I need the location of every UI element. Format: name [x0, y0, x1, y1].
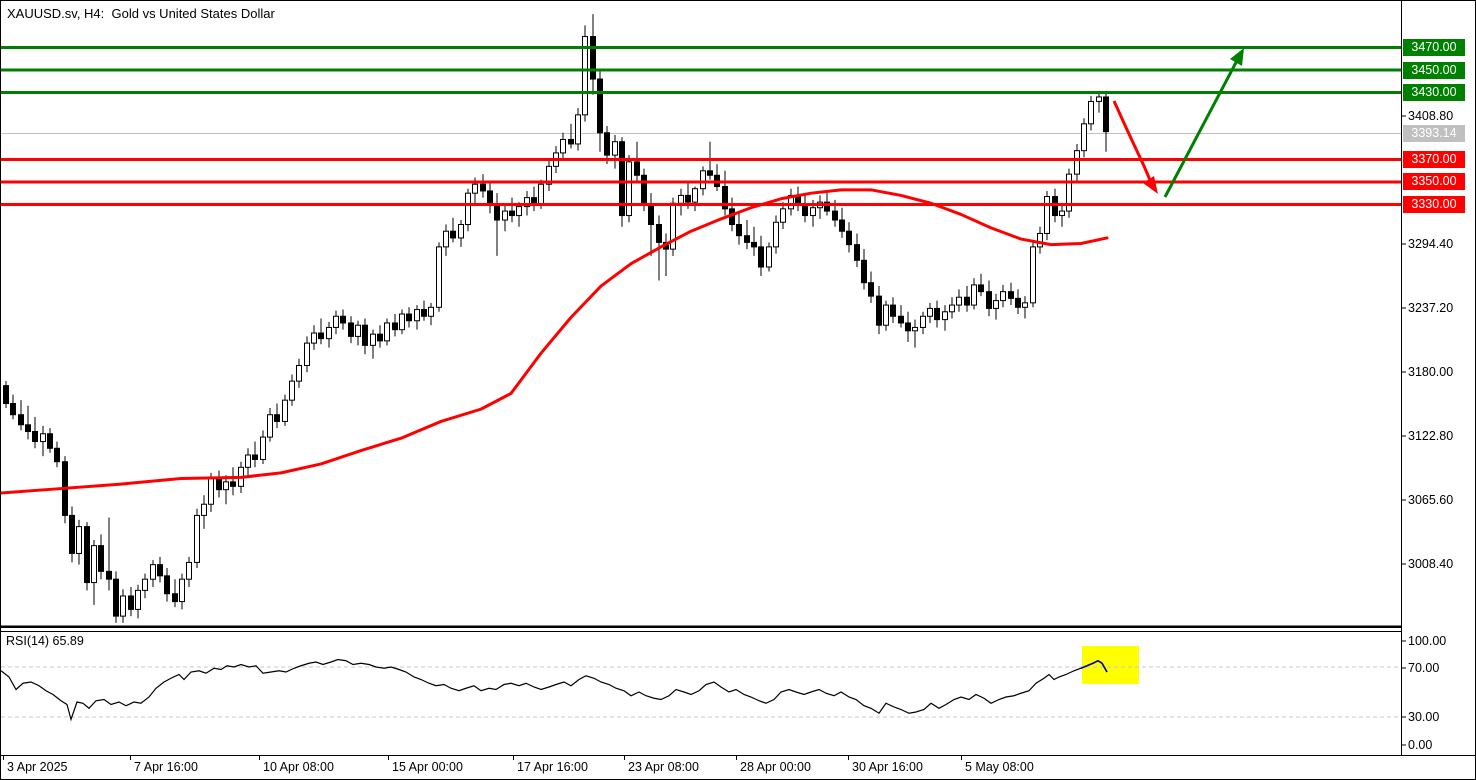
time-axis-label: 7 Apr 16:00 — [134, 760, 198, 774]
rsi-scale-label: 70.00 — [1408, 660, 1440, 675]
resistance-price-badge: 3430.00 — [1403, 83, 1465, 101]
ma-line — [1, 188, 1109, 495]
price-tick-label: 3065.60 — [1408, 492, 1454, 507]
resistance-price-badge: 3450.00 — [1403, 61, 1465, 79]
time-axis-label: 3 Apr 2025 — [7, 760, 68, 774]
rsi-highlight-box[interactable] — [1082, 646, 1139, 684]
chart-title: XAUUSD.sv, H4: Gold vs United States Dol… — [7, 6, 275, 21]
support-lines[interactable] — [1, 158, 1401, 206]
price-tick-label: 3180.00 — [1408, 364, 1454, 379]
time-axis-label: 28 Apr 00:00 — [740, 760, 811, 774]
rsi-indicator-label: RSI(14) 65.89 — [6, 634, 84, 648]
time-axis-label: 15 Apr 00:00 — [392, 760, 463, 774]
time-axis-label: 30 Apr 16:00 — [852, 760, 923, 774]
chart-frame — [1, 1, 1475, 760]
time-axis-label: 17 Apr 16:00 — [517, 760, 588, 774]
rsi-line — [1, 658, 1108, 722]
candles-layer — [3, 14, 1109, 623]
rsi-scale-label: 100.00 — [1408, 633, 1447, 648]
rsi-scale-label: 0.00 — [1408, 737, 1433, 752]
rsi-line-recent — [1080, 659, 1108, 673]
price-tick-label: 3008.40 — [1408, 556, 1454, 571]
time-axis-label: 23 Apr 08:00 — [628, 760, 699, 774]
time-axis-label: 5 May 08:00 — [965, 760, 1034, 774]
red-down-arrow[interactable] — [1112, 100, 1155, 188]
support-price-badge: 3330.00 — [1403, 195, 1465, 213]
support-price-badge: 3350.00 — [1403, 173, 1465, 191]
red-down-arrowhead[interactable] — [1143, 176, 1158, 194]
rsi-scale-label: 30.00 — [1408, 709, 1440, 724]
green-up-arrow[interactable] — [1163, 52, 1243, 198]
resistance-lines[interactable] — [1, 46, 1401, 94]
price-tick-label: 3408.80 — [1408, 108, 1454, 123]
price-tick-label: 3294.40 — [1408, 236, 1454, 251]
time-axis-label: 10 Apr 08:00 — [263, 760, 334, 774]
support-price-badge: 3370.00 — [1403, 151, 1465, 169]
green-up-arrowhead[interactable] — [1230, 48, 1244, 66]
price-tick-label: 3237.20 — [1408, 300, 1454, 315]
price-tick-label: 3122.80 — [1408, 428, 1454, 443]
current-price-badge: 3393.14 — [1403, 125, 1465, 143]
resistance-price-badge: 3470.00 — [1403, 39, 1465, 57]
